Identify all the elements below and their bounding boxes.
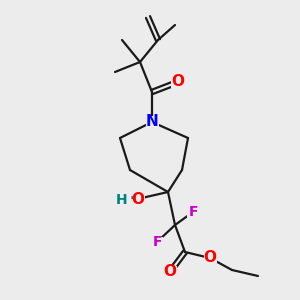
- Text: ·: ·: [129, 192, 135, 206]
- Text: H: H: [116, 193, 127, 207]
- Text: F: F: [152, 235, 162, 249]
- Text: N: N: [146, 115, 158, 130]
- Bar: [171, 76, 185, 88]
- Bar: [187, 206, 199, 218]
- Text: O: O: [164, 265, 176, 280]
- Bar: [121, 194, 145, 206]
- Text: F: F: [188, 205, 198, 219]
- Bar: [146, 116, 158, 128]
- Bar: [151, 236, 163, 247]
- Bar: [203, 252, 217, 264]
- Text: O: O: [172, 74, 184, 89]
- Bar: [163, 266, 177, 278]
- Text: O: O: [131, 193, 145, 208]
- Text: O: O: [203, 250, 217, 266]
